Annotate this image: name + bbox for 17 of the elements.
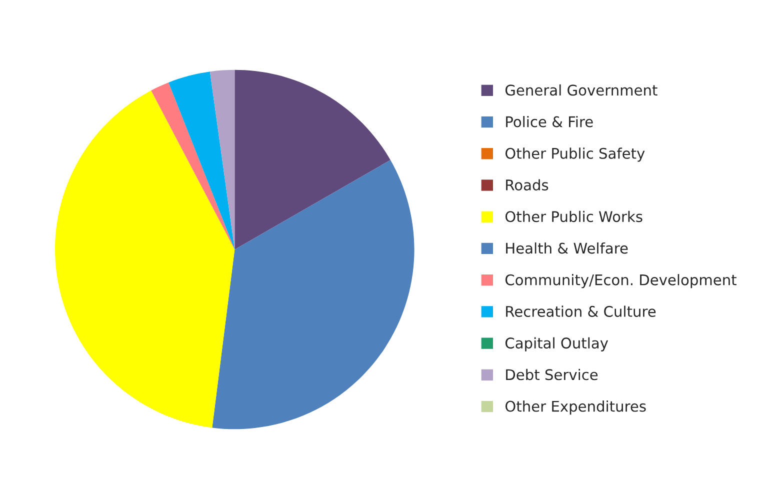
- legend-label: Community/Econ. Development: [505, 274, 736, 288]
- legend-label: Health & Welfare: [506, 242, 628, 254]
- legend-label: Other Expenditures: [505, 400, 646, 415]
- legend-label: Other Public Safety: [505, 148, 645, 162]
- pie-slice: [234, 70, 390, 250]
- pie-slice: [210, 70, 235, 250]
- legend-label: Other Public Works: [505, 210, 642, 222]
- legend-label: Debt Service: [506, 368, 598, 380]
- legend-label: Capital Outlay: [505, 337, 608, 352]
- pie-slice: [151, 82, 235, 250]
- legend-label: Police & Fire: [506, 116, 593, 128]
- pie-slice: [168, 72, 235, 250]
- legend-label: General Government: [505, 84, 658, 96]
- legend-label: Recreation & Culture: [506, 306, 656, 317]
- legend-label: Roads: [506, 179, 548, 191]
- pie-slice: [55, 90, 235, 428]
- pie-slice: [212, 160, 414, 430]
